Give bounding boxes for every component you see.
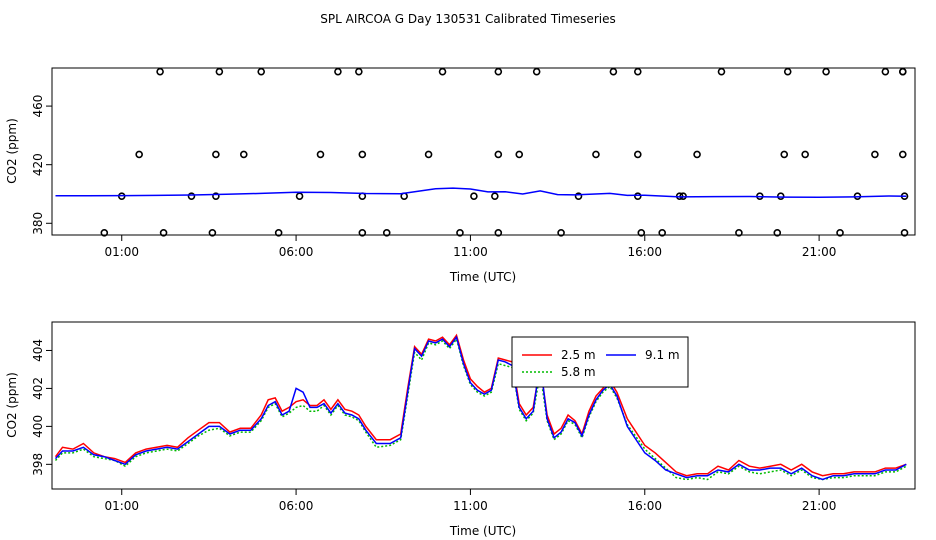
scatter-point (494, 150, 503, 159)
top-scatter-points (100, 67, 909, 237)
y-tick-label: 398 (31, 453, 45, 476)
scatter-point (822, 67, 830, 76)
bottom-x-axis-label: Time (UTC) (449, 524, 516, 538)
bottom-y-axis: 398 400 402 404 (31, 339, 52, 476)
scatter-point (208, 229, 217, 237)
y-tick-label: 404 (31, 339, 45, 362)
x-tick-label: 11:00 (453, 499, 488, 513)
scatter-point (239, 150, 248, 159)
scatter-point (557, 229, 565, 237)
series-line-9-1m (54, 335, 907, 481)
x-tick-label: 11:00 (453, 245, 488, 259)
scatter-point (100, 229, 109, 237)
legend-label-2-5m: 2.5 m (561, 348, 596, 362)
scatter-point (836, 229, 844, 237)
scatter-point (609, 67, 618, 76)
top-y-axis: 380 420 460 (31, 95, 52, 235)
scatter-point (212, 150, 220, 159)
bottom-series-lines (54, 333, 907, 481)
scatter-point (633, 150, 642, 159)
bottom-x-axis: 01:00 06:00 11:00 16:00 21:00 (104, 489, 836, 513)
scatter-point (334, 67, 342, 76)
series-line-2-5m (54, 333, 907, 477)
scatter-point (881, 67, 890, 76)
scatter-point (424, 150, 433, 159)
scatter-point (316, 150, 325, 159)
scatter-point (633, 192, 642, 200)
y-tick-label: 420 (31, 153, 45, 176)
y-tick-label: 400 (31, 415, 45, 438)
x-tick-label: 21:00 (802, 245, 837, 259)
legend-box (511, 336, 689, 388)
scatter-point (592, 150, 600, 159)
scatter-point (773, 229, 782, 237)
scatter-point (470, 192, 478, 200)
bottom-panel: 398 400 402 404 01:00 06:00 11:00 16:00 21:00 T… (5, 321, 916, 538)
series-line-5-8m (54, 337, 907, 481)
scatter-point (187, 192, 196, 200)
y-tick-label: 402 (31, 377, 45, 400)
scatter-point (274, 229, 283, 237)
legend-label-5-8m: 5.8 m (561, 365, 596, 379)
x-tick-label: 06:00 (279, 245, 314, 259)
x-tick-label: 01:00 (104, 499, 139, 513)
scatter-point (491, 192, 499, 200)
scatter-point (783, 67, 792, 76)
scatter-point (776, 192, 785, 200)
x-tick-label: 16:00 (627, 245, 662, 259)
chart-title: SPL AIRCOA G Day 130531 Calibrated Times… (320, 12, 615, 26)
scatter-point (574, 192, 583, 200)
scatter-point (215, 67, 224, 76)
scatter-point (212, 192, 220, 200)
scatter-point (693, 150, 701, 159)
scatter-point (358, 229, 367, 237)
bottom-y-axis-label: CO2 (ppm) (5, 372, 19, 438)
scatter-point (159, 229, 168, 237)
scatter-point (515, 150, 524, 159)
scatter-point (355, 67, 363, 76)
top-x-axis-label: Time (UTC) (449, 270, 516, 284)
scatter-point (780, 150, 789, 159)
top-panel: 380 420 460 01:00 06:00 11:00 16:00 21:00 Time… (5, 67, 916, 284)
x-tick-label: 16:00 (627, 499, 662, 513)
top-x-axis: 01:00 06:00 11:00 16:00 21:00 (104, 235, 836, 259)
scatter-point (295, 192, 304, 200)
scatter-point (898, 67, 907, 76)
legend: 2.5 m 5.8 m 9.1 m (511, 336, 689, 388)
x-tick-label: 06:00 (279, 499, 314, 513)
scatter-point (494, 67, 503, 76)
top-fit-line (55, 187, 907, 198)
scatter-point (382, 229, 391, 237)
scatter-point (438, 67, 447, 76)
x-tick-label: 21:00 (802, 499, 837, 513)
scatter-point (156, 67, 164, 76)
scatter-point (871, 150, 879, 159)
y-tick-label: 460 (31, 95, 45, 118)
scatter-point (494, 229, 503, 237)
scatter-point (717, 67, 726, 76)
scatter-point (456, 229, 464, 237)
scatter-point (900, 229, 909, 237)
bottom-plot-frame (51, 321, 916, 490)
legend-label-9-1m: 9.1 m (645, 348, 680, 362)
scatter-point (633, 67, 642, 76)
scatter-point (358, 150, 367, 159)
y-tick-label: 380 (31, 212, 45, 235)
scatter-point (257, 67, 266, 76)
scatter-point (135, 150, 143, 159)
top-plot-frame (51, 67, 916, 236)
scatter-point (658, 229, 667, 237)
x-tick-label: 01:00 (104, 245, 139, 259)
scatter-point (735, 229, 743, 237)
scatter-point (801, 150, 809, 159)
scatter-point (637, 229, 646, 237)
top-y-axis-label: CO2 (ppm) (5, 118, 19, 184)
scatter-point (898, 150, 907, 159)
scatter-point (532, 67, 541, 76)
